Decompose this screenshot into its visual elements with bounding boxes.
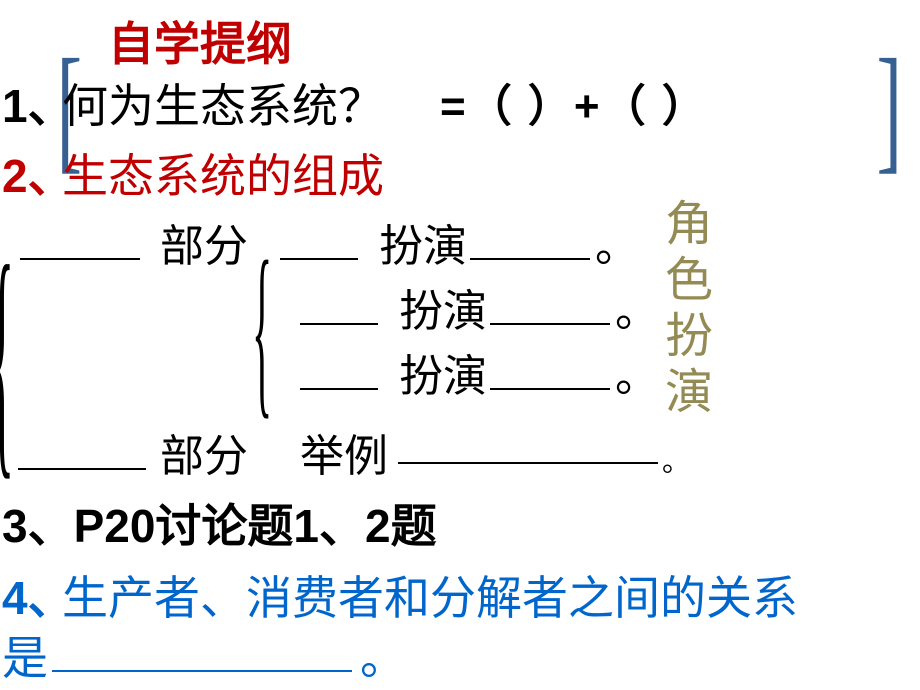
role2-blank2 [490,323,610,325]
outer-brace: { [0,210,14,509]
part1-text: 部分 [160,222,248,271]
right-bracket: ] [876,28,902,189]
q2-text: 生态系统的组成 [62,140,384,206]
role3-row: 扮演 [300,340,487,404]
outline-title: 自学提纲 [108,8,292,74]
part2-text: 部分 [160,432,248,481]
q4-text2: 是 [2,622,48,688]
role2-verb: 扮演 [399,287,487,336]
q1-text: 何为生态系统？ [62,70,384,136]
q4-text1: 生产者、消费者和分解者之间的关系 [62,562,798,628]
role1-verb: 扮演 [379,222,467,271]
q3-text: 3、P20讨论题1、2题 [2,490,437,556]
q4-blank [52,670,352,672]
example-period: 。 [662,440,690,480]
inner-brace: { [252,220,272,441]
role3-blank2 [490,388,610,390]
role3-verb: 扮演 [399,352,487,401]
vertical-label: 角色扮演 [648,198,718,422]
role2-row: 扮演 [300,275,487,339]
example-blank [398,462,658,464]
part1-label: 部分 [28,210,248,274]
example-label: 举例 [300,420,388,484]
role1-row: 扮演 [280,210,467,274]
q4-period: 。 [360,622,406,688]
q1-equation: =（ ）+（ ） [440,70,708,134]
role1-period: 。 [595,210,639,274]
part2-label: 部分 [28,420,248,484]
role1-blank2 [470,258,590,260]
slide-content: 自学提纲 [ ] 1、 何为生态系统？ =（ ）+（ ） 2、 生态系统的组成 … [0,0,920,690]
